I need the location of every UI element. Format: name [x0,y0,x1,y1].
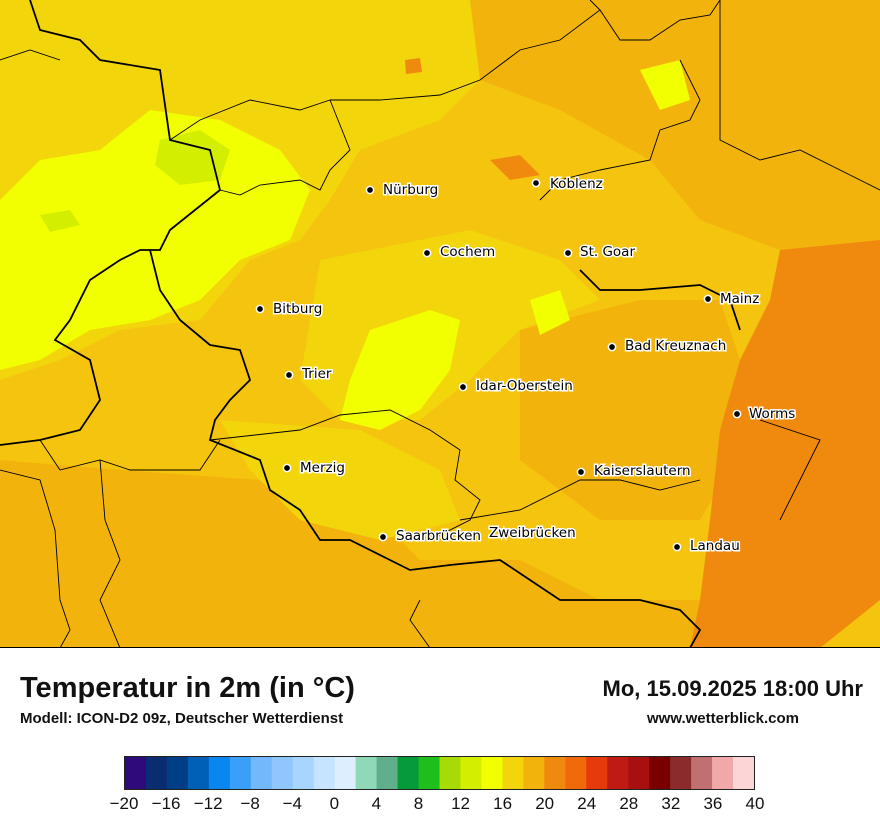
colorbar-swatch [145,757,168,789]
colorbar-tick-label: 0 [329,794,340,813]
city-zweibruecken[interactable]: Zweibrücken [488,524,578,543]
colorbar-tick-label: −8 [240,794,260,813]
colorbar-swatch [125,757,147,789]
city-worms[interactable]: Worms [732,405,797,424]
city-label: Merzig [300,460,345,476]
colorbar-swatch [565,757,587,789]
city-merzig[interactable]: Merzig [282,459,346,478]
colorbar-swatch [628,757,650,789]
colorbar-swatch [229,757,252,789]
city-label: Bad Kreuznach [625,338,726,354]
colorbar-tick-label: 4 [371,794,382,813]
colorbar-swatch [187,757,210,789]
city-label: Trier [301,366,332,382]
colorbar-swatch [712,757,734,789]
city-cochem[interactable]: Cochem [422,243,497,262]
colorbar-swatch [691,757,713,789]
forecast-datetime: Mo, 15.09.2025 18:00 Uhr [602,676,863,701]
temperature-field-20 [0,0,880,648]
city-bad-kreuznach[interactable]: Bad Kreuznach [607,337,728,356]
colorbar-swatch [544,757,566,789]
city-label: Idar-Oberstein [476,378,573,394]
colorbar-tick-label: 12 [451,794,470,813]
colorbar-swatch [502,757,524,789]
model-info: Modell: ICON-D2 09z, Deutscher Wetterdie… [20,710,344,727]
colorbar-tick-label: 24 [577,794,597,813]
colorbar-tick-label: 36 [703,794,723,813]
temperature-field-14 [155,130,230,185]
colorbar-tick-label: 8 [413,794,424,813]
colorbar-swatch [250,757,273,789]
colorbar-swatch [733,757,754,789]
colorbar-swatch [439,757,461,789]
city-label: St. Goar [580,244,635,260]
city-label: Bitburg [273,301,322,317]
city-st-goar[interactable]: St. Goar [563,243,637,262]
city-label: Cochem [440,244,495,260]
city-saarbruecken[interactable]: Saarbrücken [378,527,482,546]
colorbar-tick-label: 28 [619,794,639,813]
city-trier[interactable]: Trier [284,365,333,384]
colorbar-swatch [607,757,629,789]
city-label: Koblenz [550,176,603,192]
map-footer: Temperatur in 2m (in °C) Modell: ICON-D2… [0,648,880,830]
city-label: Landau [690,538,740,554]
city-koblenz[interactable]: Koblenz [531,175,604,194]
city-label: Zweibrücken [489,525,576,541]
city-kaiserslautern[interactable]: Kaiserslautern [576,462,692,481]
colorbar-swatch [334,757,357,789]
temperature-colorbar [124,756,755,790]
colorbar-swatch [418,757,440,789]
map-title: Temperatur in 2m (in °C) [20,672,355,704]
colorbar-swatch [670,757,692,789]
colorbar-tick-label: −12 [193,794,223,813]
colorbar-swatch [292,757,315,789]
city-landau[interactable]: Landau [672,537,741,556]
colorbar-swatch [523,757,545,789]
colorbar-swatch [397,757,420,789]
colorbar-swatch [649,757,671,789]
colorbar-tick-label: 16 [493,794,513,813]
colorbar-swatch [271,757,294,789]
city-label: Kaiserslautern [594,463,691,479]
city-label: Worms [749,406,795,422]
colorbar-swatch [355,757,378,789]
colorbar-ticks: −20 −16 −12 −8 −4 0 4 8 12 16 20 24 28 32 36 40 [0,794,880,818]
city-label: Nürburg [383,182,438,198]
colorbar-tick-label: 32 [661,794,681,813]
colorbar-swatch [481,757,503,789]
colorbar-swatch [166,757,189,789]
temperature-map: Nürburg Koblenz Cochem St. Goar Mainz Bi… [0,0,880,648]
district-borders [0,0,880,648]
city-idar-oberstein[interactable]: Idar-Oberstein [458,377,574,396]
city-mainz[interactable]: Mainz [703,290,761,309]
temperature-field-22 [405,58,880,648]
city-label: Saarbrücken [396,528,481,544]
state-borders [0,0,741,648]
colorbar-swatch [586,757,608,789]
city-markers: Nürburg Koblenz Cochem St. Goar Mainz Bi… [255,175,797,556]
colorbar-tick-label: −20 [109,794,139,813]
colorbar-tick-label: 40 [745,794,765,813]
colorbar-tick-label: −4 [282,794,302,813]
city-bitburg[interactable]: Bitburg [255,300,324,319]
colorbar-tick-label: 20 [535,794,555,813]
city-label: Mainz [720,291,759,307]
colorbar-swatch [460,757,482,789]
temperature-field-14b [40,210,80,232]
colorbar-swatch [376,757,399,789]
colorbar-tick-label: −16 [151,794,181,813]
city-nuerburg[interactable]: Nürburg [365,181,440,200]
colorbar-swatch [208,757,231,789]
colorbar-swatch [313,757,336,789]
website-link[interactable]: www.wetterblick.com [647,710,799,727]
